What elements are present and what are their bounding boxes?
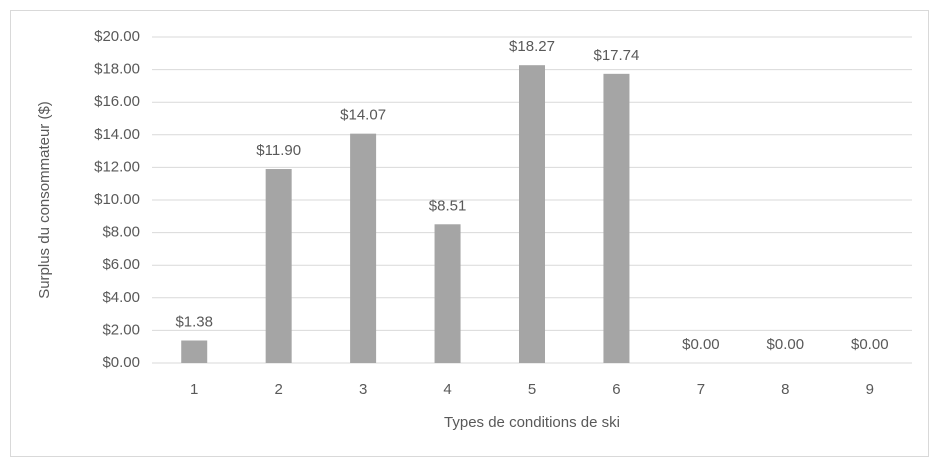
bar bbox=[603, 73, 630, 363]
x-axis-label: Types de conditions de ski bbox=[444, 414, 620, 431]
y-tick-label: $18.00 bbox=[94, 61, 140, 78]
y-tick-label: $2.00 bbox=[102, 321, 140, 338]
x-tick-label: 4 bbox=[443, 381, 451, 398]
x-tick-label: 7 bbox=[697, 381, 705, 398]
y-tick-label: $0.00 bbox=[102, 354, 140, 371]
bar bbox=[434, 224, 461, 363]
y-tick-label: $12.00 bbox=[94, 158, 140, 175]
x-tick-label: 6 bbox=[612, 381, 620, 398]
y-tick-label: $8.00 bbox=[102, 224, 140, 241]
x-tick-label: 8 bbox=[781, 381, 789, 398]
y-axis-label: Surplus du consommateur ($) bbox=[36, 101, 53, 299]
x-tick-label: 2 bbox=[274, 381, 282, 398]
bar bbox=[265, 169, 292, 363]
data-label: $0.00 bbox=[767, 336, 805, 353]
y-tick-label: $20.00 bbox=[94, 28, 140, 45]
data-label: $1.38 bbox=[175, 313, 213, 330]
bar bbox=[350, 133, 377, 363]
x-tick-label: 9 bbox=[866, 381, 874, 398]
y-tick-label: $10.00 bbox=[94, 191, 140, 208]
x-tick-label: 3 bbox=[359, 381, 367, 398]
bar bbox=[181, 340, 208, 363]
data-label: $18.27 bbox=[509, 38, 555, 55]
y-tick-label: $4.00 bbox=[102, 289, 140, 306]
data-label: $8.51 bbox=[429, 197, 467, 214]
y-tick-label: $6.00 bbox=[102, 256, 140, 273]
bar bbox=[519, 65, 545, 363]
data-label: $0.00 bbox=[682, 336, 720, 353]
data-label: $11.90 bbox=[256, 142, 301, 159]
x-tick-label: 5 bbox=[528, 381, 536, 398]
chart-border bbox=[10, 10, 929, 457]
y-tick-label: $14.00 bbox=[94, 126, 140, 143]
x-tick-label: 1 bbox=[190, 381, 198, 398]
y-tick-label: $16.00 bbox=[94, 93, 140, 110]
data-label: $0.00 bbox=[851, 336, 889, 353]
data-label: $14.07 bbox=[340, 107, 386, 124]
data-label: $17.74 bbox=[593, 47, 639, 64]
